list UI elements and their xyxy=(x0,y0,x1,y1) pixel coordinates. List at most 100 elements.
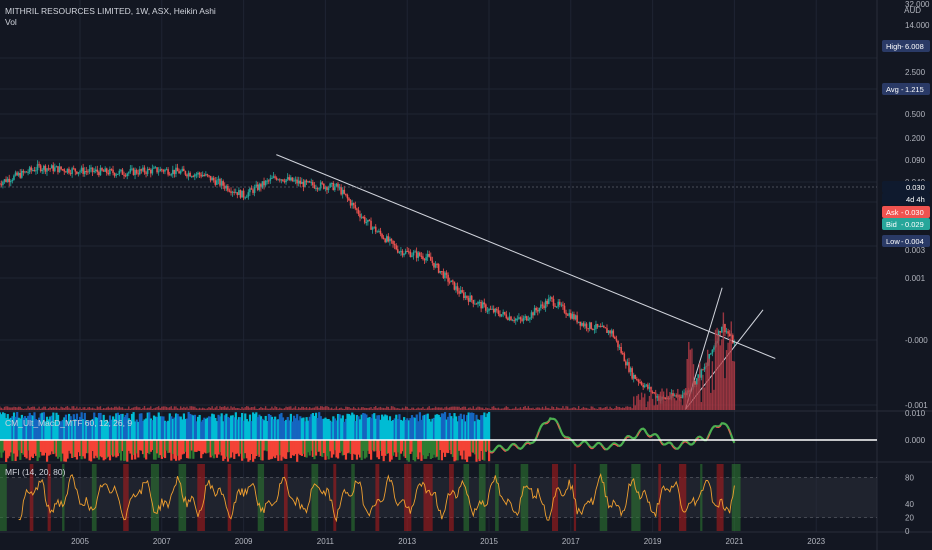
mfi-zone-column xyxy=(283,464,288,531)
macd-histogram-bar xyxy=(275,419,278,440)
candle-body xyxy=(721,326,723,333)
macd-histogram-bar xyxy=(242,440,245,459)
candle-body xyxy=(69,172,72,174)
volume-bar xyxy=(725,350,728,410)
macd-histogram-bar xyxy=(256,440,259,455)
candle-body xyxy=(585,323,588,329)
volume-bar xyxy=(131,407,133,410)
macd-histogram-bar xyxy=(387,420,390,440)
symbol-title: MITHRIL RESOURCES LIMITED, 1W, ASX, Heik… xyxy=(5,6,216,16)
candle-body xyxy=(335,183,338,187)
volume-bar xyxy=(680,400,682,410)
macd-histogram-bar xyxy=(318,412,321,440)
volume-bar xyxy=(596,408,599,410)
macd-histogram-bar xyxy=(404,419,407,440)
macd-histogram-bar xyxy=(355,440,359,460)
volume-bar xyxy=(286,407,289,410)
macd-histogram-bar xyxy=(443,412,447,440)
candle-body xyxy=(143,167,146,173)
volume-bar xyxy=(431,408,434,410)
volume-bar xyxy=(478,406,481,410)
macd-histogram-bar xyxy=(392,440,395,456)
volume-bar xyxy=(30,407,32,410)
candle-body xyxy=(420,255,423,257)
macd-histogram-bar xyxy=(390,440,393,460)
macd-histogram-bar xyxy=(41,412,44,440)
volume-bar xyxy=(629,406,632,410)
candle-body xyxy=(475,303,478,305)
macd-histogram-bar xyxy=(439,440,442,451)
volume-bar xyxy=(230,406,232,410)
macd-histogram-bar xyxy=(349,440,352,455)
candle-body xyxy=(546,300,549,304)
mfi-tick-label: 0 xyxy=(905,527,910,536)
candle-body xyxy=(527,319,530,321)
volume-bar xyxy=(588,408,591,410)
macd-histogram-bar xyxy=(157,440,160,458)
mfi-zone-column xyxy=(311,464,319,531)
volume-bar xyxy=(27,406,29,410)
volume-bar xyxy=(79,407,81,410)
volume-bar xyxy=(343,408,345,410)
macd-histogram-bar xyxy=(388,416,392,440)
macd-histogram-bar xyxy=(38,417,41,440)
candle-body xyxy=(39,165,42,172)
volume-bar xyxy=(184,407,187,410)
candle-body xyxy=(483,302,486,305)
volume-bar xyxy=(470,408,473,410)
candle-body xyxy=(444,272,446,279)
macd-histogram-bar xyxy=(366,440,370,451)
macd-histogram-bar xyxy=(310,414,313,440)
macd-histogram-bar xyxy=(329,440,332,452)
macd-histogram-bar xyxy=(217,414,220,440)
macd-histogram-bar xyxy=(368,417,371,440)
macd-histogram-bar xyxy=(445,440,448,453)
macd-histogram-bar xyxy=(241,412,244,440)
macd-histogram-bar xyxy=(376,440,379,458)
volume-bar xyxy=(414,408,416,410)
macd-histogram-bar xyxy=(401,420,404,440)
macd-histogram-bar xyxy=(211,413,214,440)
volume-bar xyxy=(415,408,418,410)
macd-histogram-bar xyxy=(112,416,115,440)
macd-histogram-bar xyxy=(247,440,250,462)
macd-histogram-bar xyxy=(250,421,253,440)
volume-bar xyxy=(19,406,21,410)
countdown-tag-value: 4d 4h xyxy=(906,195,925,204)
macd-histogram-bar xyxy=(44,421,47,440)
macd-histogram-bar xyxy=(42,440,46,456)
macd-histogram-bar xyxy=(201,440,204,455)
volume-bar xyxy=(590,406,592,410)
volume-bar xyxy=(351,408,353,410)
candle-body xyxy=(46,168,48,172)
candle-body xyxy=(102,170,105,172)
candle-body xyxy=(280,179,283,181)
macd-histogram-bar xyxy=(132,440,135,456)
macd-histogram-bar xyxy=(126,413,129,440)
macd-histogram-bar xyxy=(396,419,399,440)
macd-histogram-bar xyxy=(96,417,99,440)
candle-body xyxy=(109,169,111,175)
volume-bar xyxy=(170,406,172,410)
candle-body xyxy=(442,271,445,279)
macd-histogram-bar xyxy=(436,414,439,440)
volume-bar xyxy=(319,406,322,410)
candle-body xyxy=(351,203,353,206)
macd-histogram-bar xyxy=(302,417,305,440)
macd-histogram-bar xyxy=(31,440,35,459)
candle-body xyxy=(33,170,36,172)
macd-histogram-bar xyxy=(299,416,302,440)
volume-bar xyxy=(401,407,404,410)
candle-body xyxy=(184,171,187,175)
macd-histogram-bar xyxy=(231,415,234,440)
volume-bar xyxy=(247,406,250,410)
candle-body xyxy=(478,301,481,303)
volume-bar xyxy=(516,408,519,410)
macd-histogram-bar xyxy=(399,419,403,440)
candle-body xyxy=(289,177,292,181)
candle-body xyxy=(587,328,589,330)
volume-bar xyxy=(692,364,695,410)
volume-bar xyxy=(488,408,490,410)
candle-body xyxy=(448,281,451,283)
